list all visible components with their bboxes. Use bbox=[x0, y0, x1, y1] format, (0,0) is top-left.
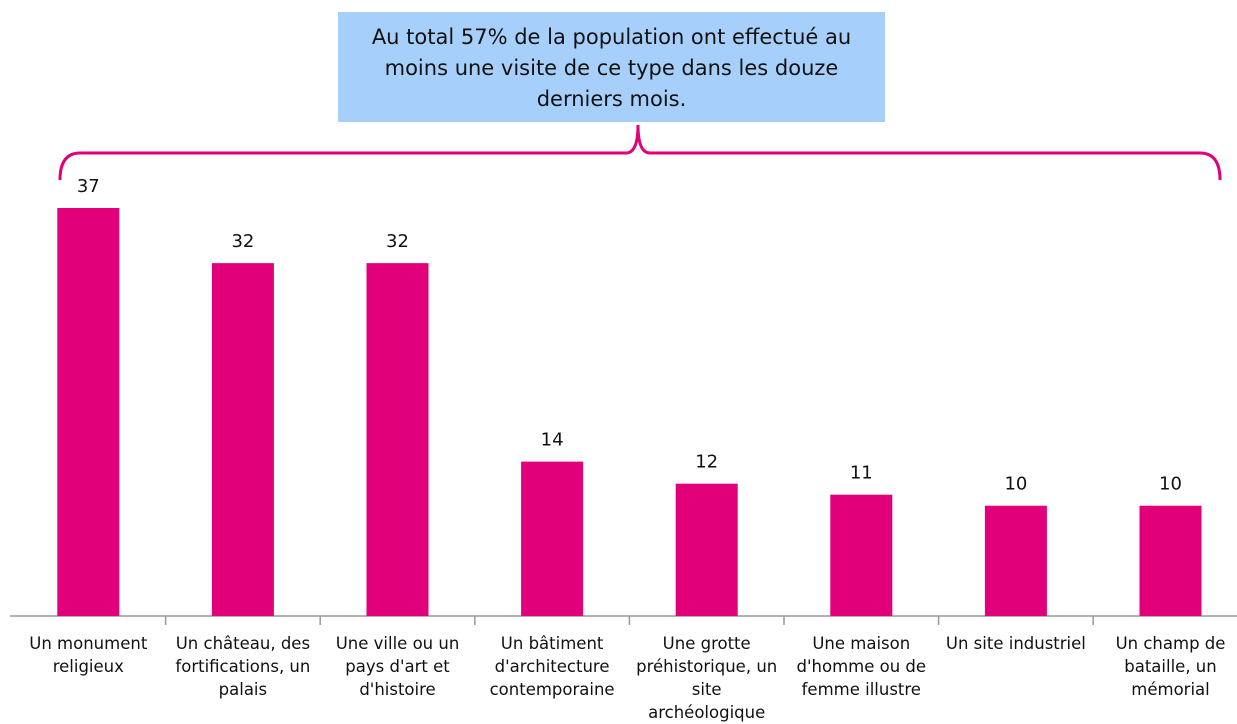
bar bbox=[57, 208, 119, 616]
x-tick-label: Un bâtiment d'architecture contemporaine bbox=[479, 632, 625, 701]
x-tick-label: Un site industriel bbox=[943, 632, 1089, 655]
x-tick-label: Une maison d'homme ou de femme illustre bbox=[788, 632, 934, 701]
value-label: 32 bbox=[386, 231, 409, 252]
value-label: 10 bbox=[1004, 474, 1027, 495]
x-tick-label: Un monument religieux bbox=[15, 632, 161, 678]
x-tick-label: Un champ de bataille, un mémorial bbox=[1098, 632, 1237, 701]
value-label: 11 bbox=[850, 463, 873, 484]
value-label: 12 bbox=[695, 452, 718, 473]
bar bbox=[985, 506, 1047, 616]
x-tick-label: Une grotte préhistorique, un site archéo… bbox=[634, 632, 780, 724]
annotation: Au total 57% de la population ont effect… bbox=[338, 12, 885, 122]
value-label: 14 bbox=[541, 430, 564, 451]
value-label: 37 bbox=[77, 176, 100, 197]
bracket bbox=[60, 125, 1220, 180]
bar bbox=[1140, 506, 1202, 616]
x-tick-label: Une ville ou un pays d'art et d'histoire bbox=[325, 632, 471, 701]
bar bbox=[830, 495, 892, 616]
value-label: 32 bbox=[231, 231, 254, 252]
value-label: 10 bbox=[1159, 474, 1182, 495]
bar bbox=[521, 462, 583, 616]
x-tick-label: Un château, des fortifications, un palai… bbox=[170, 632, 316, 701]
bar bbox=[367, 263, 429, 616]
bar bbox=[212, 263, 274, 616]
bar bbox=[676, 484, 738, 616]
